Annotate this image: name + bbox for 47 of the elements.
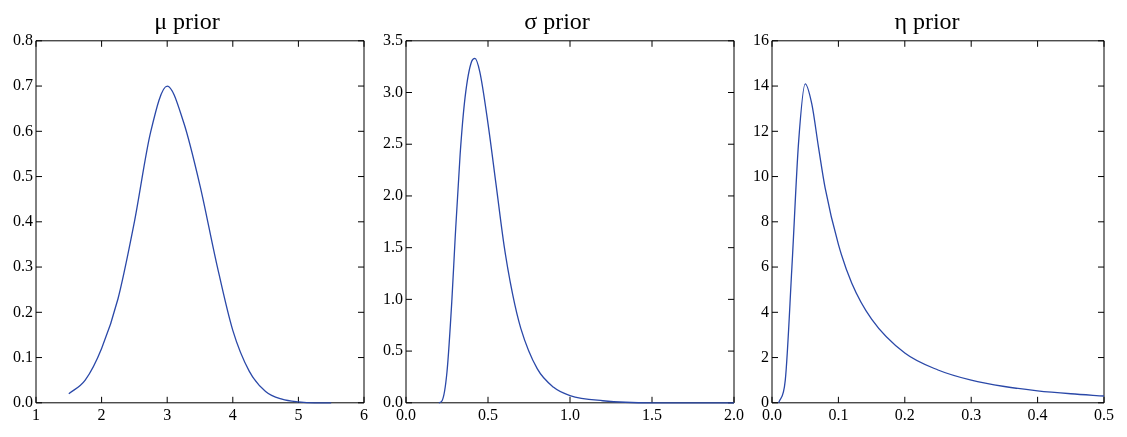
y-tick-label: 3.0	[383, 82, 403, 100]
y-tick-label: 0.7	[13, 76, 33, 94]
x-tick-label: 4	[228, 405, 237, 423]
y-tick-label: 12	[753, 121, 769, 139]
y-tick-label: 1.0	[383, 289, 403, 307]
x-tick-label: 0.3	[961, 405, 982, 423]
line-series	[438, 57, 735, 404]
y-tick-label: 0.6	[13, 121, 33, 139]
y-tick-label: 4	[761, 302, 769, 320]
y-tick-label: 2.5	[383, 134, 403, 152]
chart-title: η prior	[894, 7, 960, 34]
y-tick-label: 3.5	[383, 31, 403, 48]
y-tick-label: 6	[761, 257, 769, 275]
y-tick-label: 0.4	[13, 212, 33, 229]
y-tick-label: 0.0	[383, 393, 403, 410]
x-tick-label: 6	[360, 405, 368, 423]
x-tick-label: 1	[32, 405, 40, 423]
y-tick-label: 16	[753, 31, 769, 48]
y-tick-label: 0.8	[13, 31, 33, 48]
x-tick-label: 2	[97, 405, 106, 423]
x-tick-label: 3	[163, 405, 172, 423]
x-tick-label: 2.0	[724, 405, 744, 423]
y-tick-label: 0.0	[13, 393, 33, 410]
x-tick-label: 0.4	[1027, 405, 1048, 423]
y-tick-label: 2.0	[383, 186, 403, 204]
y-tick-label: 10	[753, 166, 769, 184]
y-tick-label: 0.5	[13, 166, 33, 184]
x-tick-label: 0.5	[478, 405, 498, 423]
y-tick-label: 0.3	[13, 257, 33, 275]
chart-title: μ prior	[154, 7, 220, 34]
y-tick-label: 8	[761, 212, 769, 229]
x-tick-label: 5	[294, 405, 303, 423]
y-tick-label: 0.2	[13, 302, 33, 320]
x-tick-label: 1.0	[560, 405, 580, 423]
y-tick-label: 0.5	[383, 341, 403, 359]
line-series	[68, 85, 332, 404]
x-tick-label: 1.5	[642, 405, 662, 423]
y-tick-label: 2	[761, 347, 769, 365]
x-tick-label: 0.1	[828, 405, 849, 423]
chart-title: σ prior	[524, 7, 590, 34]
line-series	[777, 83, 1105, 404]
x-tick-label: 0.2	[894, 405, 915, 423]
y-tick-label: 0.1	[13, 347, 33, 365]
y-tick-label: 0	[761, 393, 769, 410]
y-tick-label: 1.5	[383, 237, 403, 255]
y-tick-label: 14	[753, 76, 769, 94]
x-tick-label: 0.5	[1094, 405, 1114, 423]
